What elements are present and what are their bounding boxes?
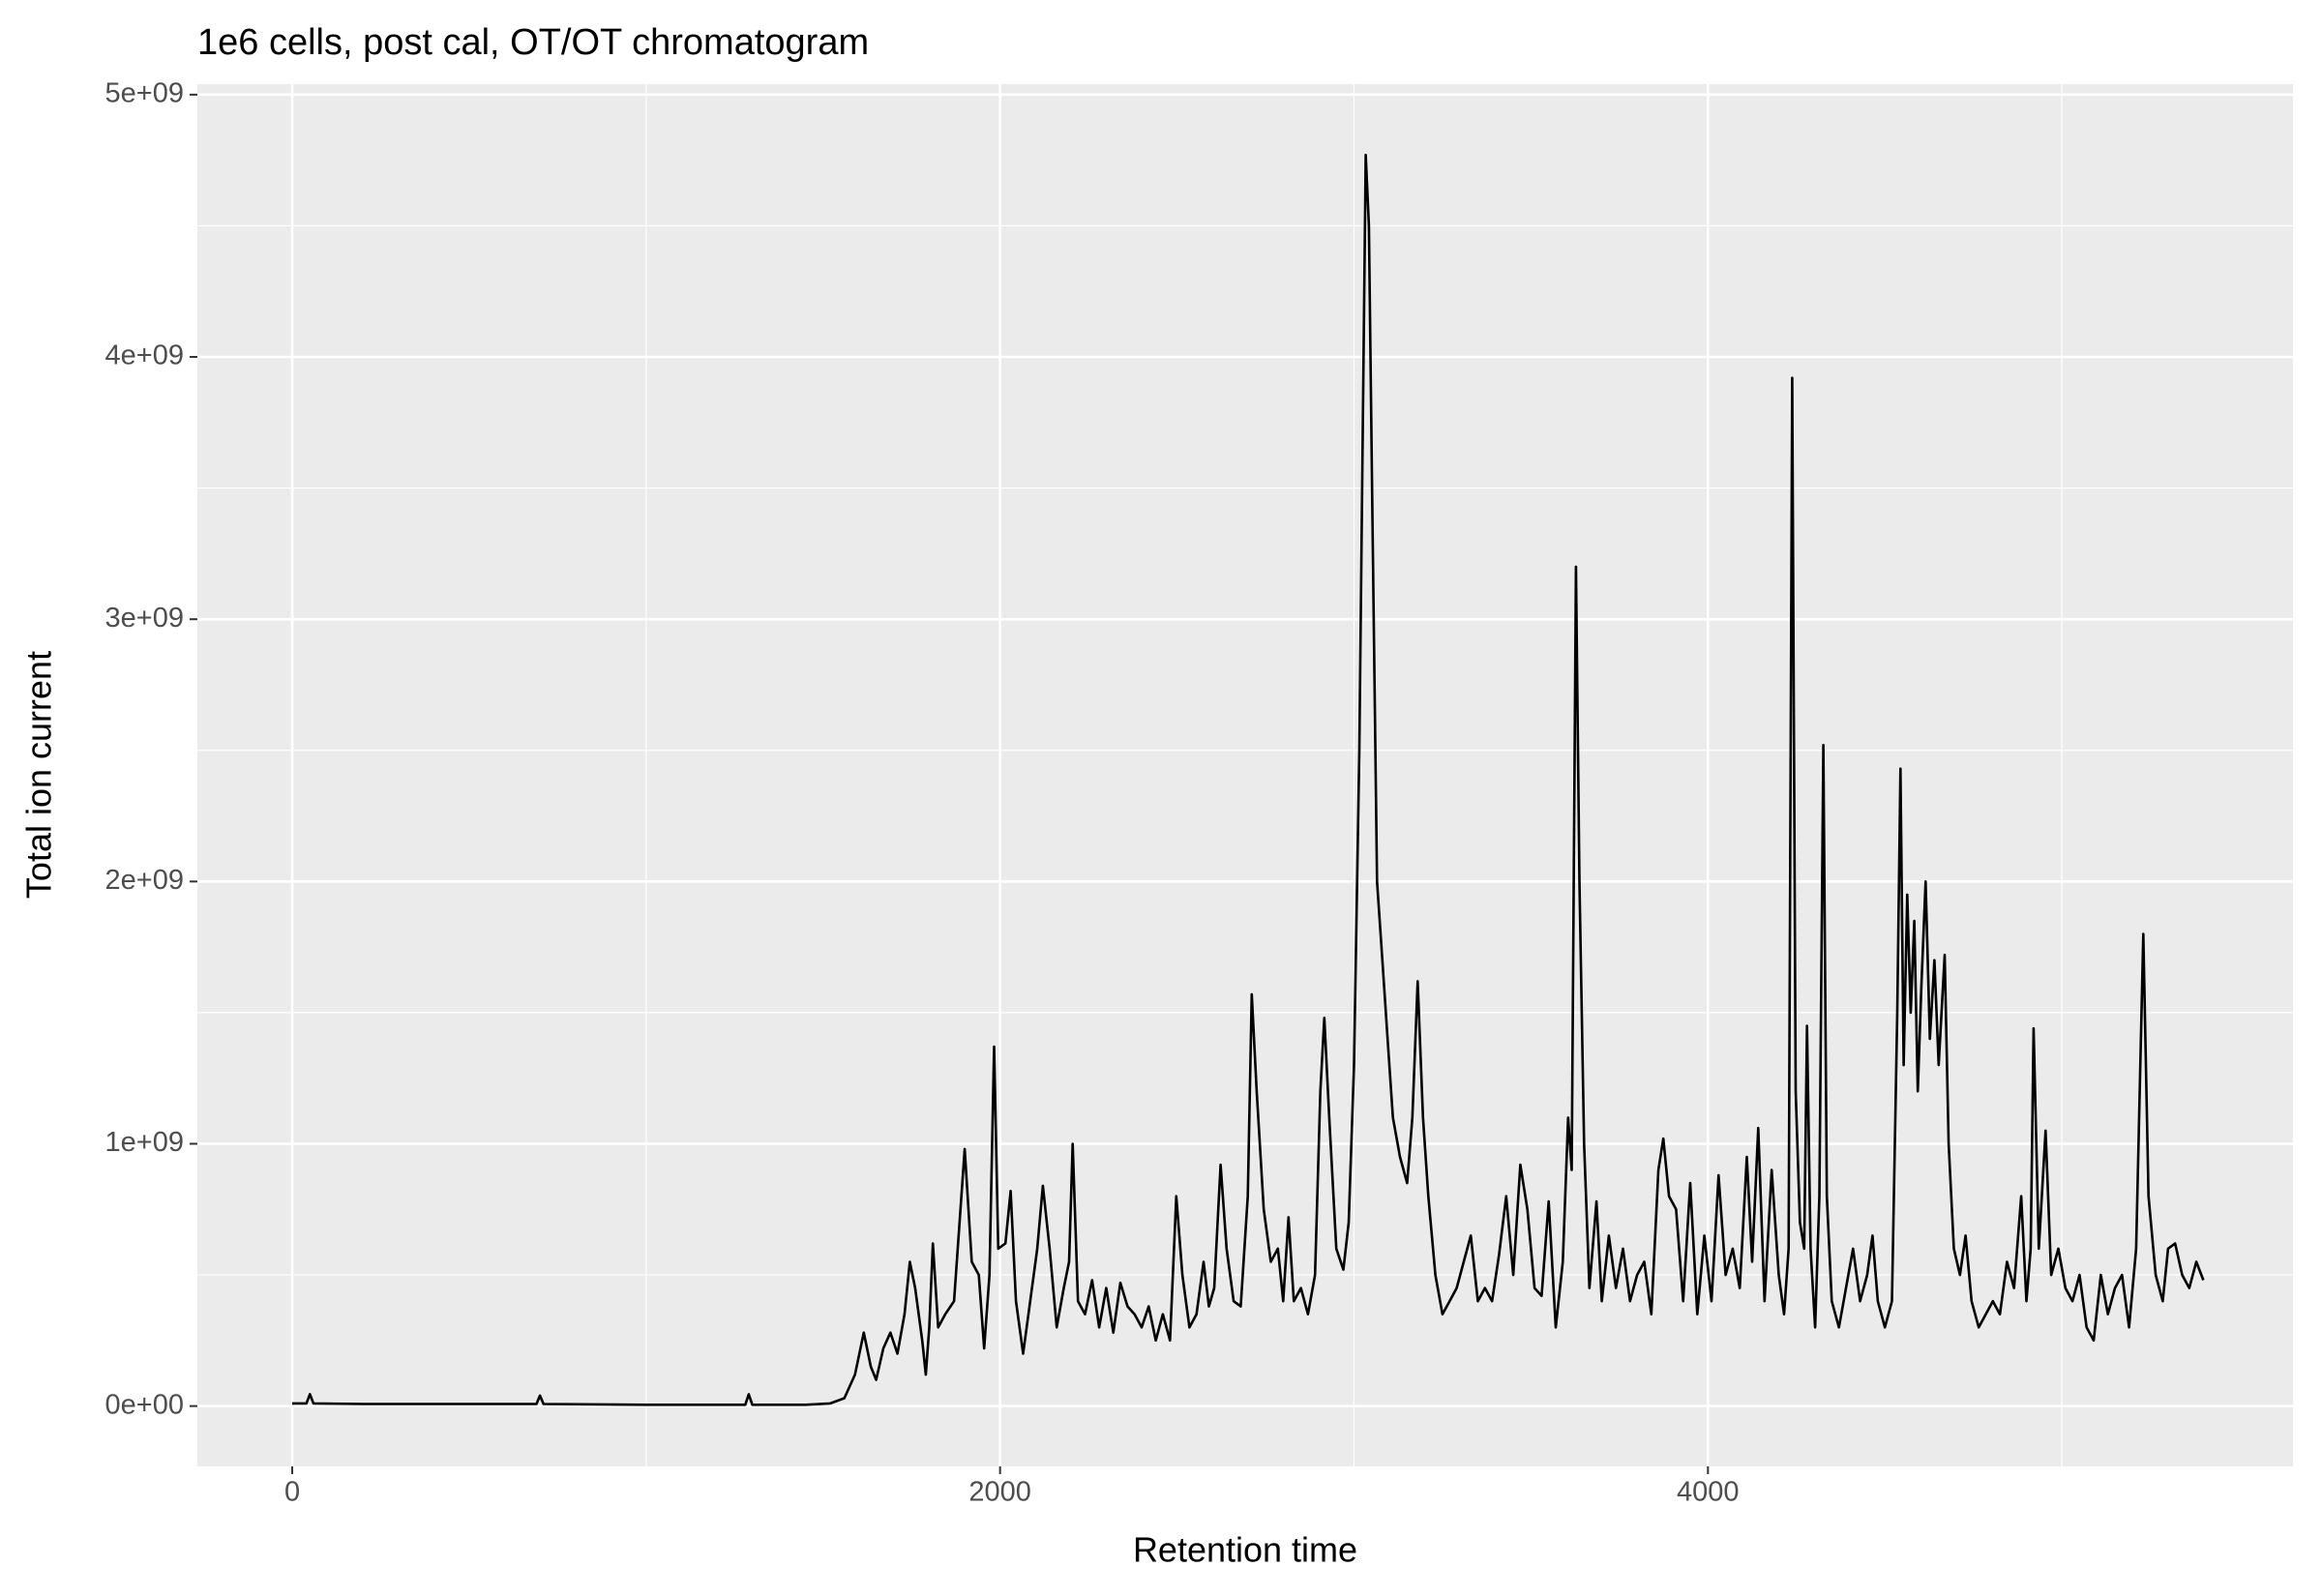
- y-tick-label: 3e+09: [105, 603, 184, 634]
- chart-title: 1e6 cells, post cal, OT/OT chromatogram: [197, 22, 869, 63]
- x-tick-label: 2000: [968, 1477, 1031, 1508]
- y-tick-label: 2e+09: [105, 865, 184, 896]
- y-axis-label: Total ion current: [19, 651, 59, 899]
- data-line: [292, 153, 2205, 1406]
- x-tick-label: 4000: [1677, 1477, 1740, 1508]
- y-tick-label: 5e+09: [105, 78, 184, 109]
- y-tick-label: 0e+00: [105, 1389, 184, 1420]
- plot-panel: [197, 84, 2293, 1466]
- y-tick-label: 4e+09: [105, 340, 184, 371]
- x-axis-label: Retention time: [1133, 1530, 1357, 1570]
- x-tick-label: 0: [284, 1477, 300, 1508]
- y-tick-label: 1e+09: [105, 1127, 184, 1158]
